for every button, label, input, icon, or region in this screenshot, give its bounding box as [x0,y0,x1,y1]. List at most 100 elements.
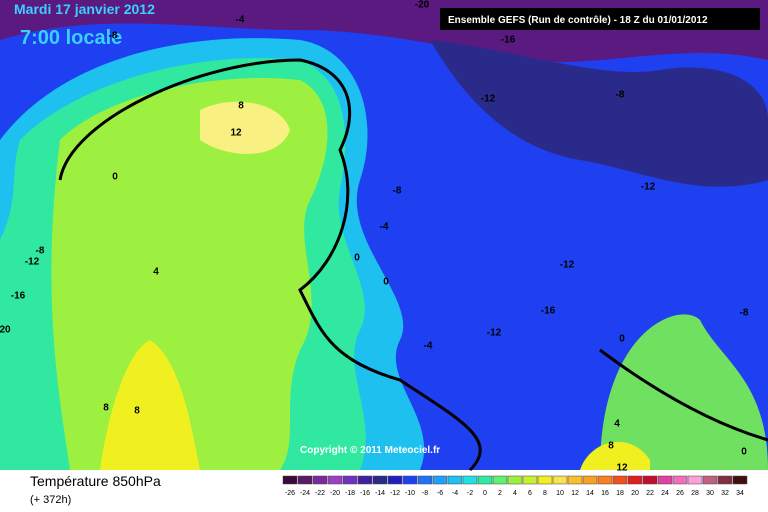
contour-label: 8 [238,101,244,112]
contour-label: 8 [103,403,109,414]
legend-tick: -16 [360,490,370,497]
legend-tick: 28 [691,490,699,497]
legend-tick: -10 [405,490,415,497]
legend-tick: 26 [676,490,684,497]
legend-tick: 32 [721,490,729,497]
legend-tick: 12 [571,490,579,497]
contour-label: -12 [560,260,575,271]
contour-label: -8 [740,308,749,319]
date: Mardi 17 janvier 2012 [14,1,155,17]
legend-swatch [567,475,583,485]
contour-label: -16 [501,35,516,46]
legend-swatch [387,475,403,485]
legend-swatch [357,475,373,485]
legend-swatch [462,475,478,485]
legend-swatch [552,475,568,485]
legend-swatch [687,475,703,485]
light-green-zone [51,78,328,471]
legend-swatch [582,475,598,485]
legend-swatch [597,475,613,485]
legend-swatch [642,475,658,485]
legend-swatch [507,475,523,485]
contour-label: 4 [614,419,620,430]
contour-label: -12 [25,257,40,268]
legend-tick: -26 [285,490,295,497]
contour-label: 0 [354,253,360,264]
contour-label: -8 [36,246,45,257]
zero-contour [58,58,768,472]
legend-swatch [327,475,343,485]
legend-swatch [297,475,313,485]
legend-tick: 20 [631,490,639,497]
legend-swatch [417,475,433,485]
legend-swatch [282,475,298,485]
contour-label: -4 [236,15,245,26]
contour-label: 12 [616,463,628,474]
contour-label: 20 [0,325,11,336]
green-zone [600,314,768,470]
legend-tick: 16 [601,490,609,497]
legend-tick: -22 [315,490,325,497]
legend-tick: -12 [390,490,400,497]
legend-swatch [672,475,688,485]
contour-label: -4 [380,222,389,233]
dark-zone [430,40,768,187]
legend-swatch [312,475,328,485]
legend-tick: 14 [586,490,594,497]
legend-swatch [627,475,643,485]
legend-title: Température 850hPa [30,473,161,489]
run: Ensemble GEFS (Run de contrôle) - 18 Z d… [448,15,708,26]
contour-label: 0 [741,447,747,458]
legend-tick: 8 [543,490,547,497]
contour-label: -12 [481,94,496,105]
legend-tick: 30 [706,490,714,497]
contour-label: 0 [383,277,389,288]
contour-label: -4 [424,341,433,352]
legend-swatch [342,475,358,485]
legend-tick: -14 [375,490,385,497]
copyright: Copyright © 2011 Meteociel.fr [300,445,440,456]
contour-label: -8 [109,31,118,42]
run-box [440,8,760,30]
legend-swatch [702,475,718,485]
legend-tick: -24 [300,490,310,497]
legend-tick: -18 [345,490,355,497]
legend-tick: 10 [556,490,564,497]
legend-tick: -8 [422,490,428,497]
legend-tick: -6 [437,490,443,497]
legend-tick: 18 [616,490,624,497]
legend-swatch [612,475,628,485]
legend-swatch [447,475,463,485]
legend-swatch [402,475,418,485]
legend-tick: 24 [661,490,669,497]
legend-tick: -20 [330,490,340,497]
contour-label: -8 [616,90,625,101]
legend-swatch [477,475,493,485]
legend-tick: 22 [646,490,654,497]
legend-swatch [372,475,388,485]
time: 7:00 locale [20,27,122,49]
legend-swatch [522,475,538,485]
contour-label: 4 [153,267,159,278]
legend-swatch [717,475,733,485]
contour-label: -12 [487,328,502,339]
contour-label: 0 [112,172,118,183]
legend-lead: (+ 372h) [30,494,71,506]
legend-tick: 2 [498,490,502,497]
legend-swatch [537,475,553,485]
legend-swatch [492,475,508,485]
yellow-zone [200,101,290,154]
legend-tick: 0 [483,490,487,497]
legend-tick: 4 [513,490,517,497]
yellow-zone [580,441,650,470]
contour-label: 8 [608,441,614,452]
legend-swatch [657,475,673,485]
legend-tick: -2 [467,490,473,497]
legend-tick: 34 [736,490,744,497]
yellow-zone [100,340,200,470]
contour-label: 0 [619,334,625,345]
contour-label: -16 [11,291,26,302]
legend-swatch [732,475,748,485]
legend-tick: -4 [452,490,458,497]
